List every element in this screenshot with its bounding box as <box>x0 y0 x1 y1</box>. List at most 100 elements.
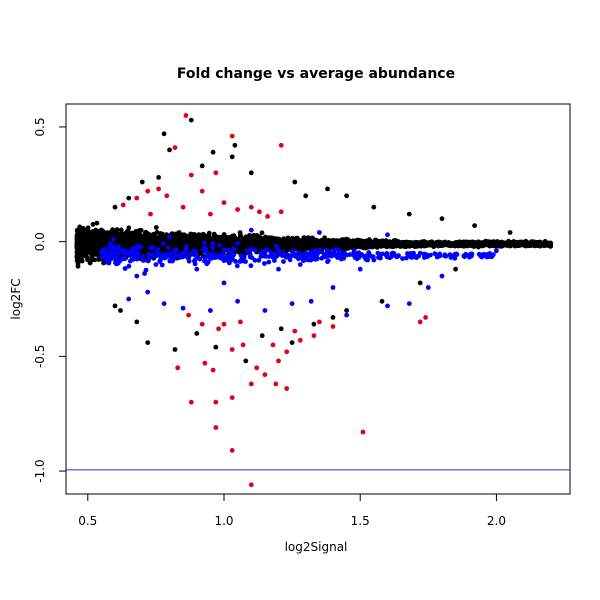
data-point <box>140 258 146 263</box>
y-tick-label: 0.5 <box>33 117 47 136</box>
data-point <box>95 246 100 252</box>
data-point <box>311 333 317 339</box>
data-point <box>199 163 205 169</box>
data-point <box>275 246 280 252</box>
data-point <box>443 241 449 246</box>
data-point <box>394 254 400 260</box>
data-point <box>347 252 353 257</box>
data-point <box>235 298 241 304</box>
data-point <box>249 255 255 261</box>
data-point <box>124 250 130 256</box>
data-point <box>325 186 330 192</box>
data-point <box>93 229 99 234</box>
data-point <box>336 242 342 248</box>
data-point <box>112 204 118 210</box>
data-point <box>202 240 208 246</box>
data-point <box>208 308 213 313</box>
data-point <box>248 204 254 210</box>
data-point <box>79 258 85 263</box>
data-point <box>156 235 162 241</box>
data-point <box>208 211 213 217</box>
data-point <box>305 257 311 263</box>
data-point <box>180 305 186 311</box>
data-point <box>478 253 483 259</box>
chart-title: Fold change vs average abundance <box>177 66 455 82</box>
data-point <box>140 237 146 243</box>
data-point <box>330 315 336 320</box>
data-point <box>324 247 330 253</box>
data-point <box>147 255 152 260</box>
data-point <box>319 255 325 261</box>
data-point <box>83 252 89 257</box>
data-point <box>391 242 397 248</box>
data-point <box>151 233 157 239</box>
data-point <box>348 242 354 247</box>
data-point <box>238 319 243 325</box>
data-point <box>448 242 454 248</box>
data-point <box>118 308 123 313</box>
data-point <box>514 241 520 247</box>
data-point <box>101 232 107 238</box>
data-point <box>341 251 347 257</box>
y-axis-label: log2FC <box>9 278 23 319</box>
data-point <box>289 301 295 306</box>
data-point <box>229 395 235 400</box>
data-point <box>229 448 235 453</box>
data-point <box>148 211 153 217</box>
data-point <box>326 243 332 248</box>
data-point <box>234 263 240 269</box>
data-point <box>306 252 312 258</box>
data-point <box>289 238 295 244</box>
data-point <box>217 243 222 248</box>
data-point <box>283 254 289 260</box>
data-point <box>262 261 267 266</box>
data-point <box>153 225 159 230</box>
data-point <box>371 257 377 263</box>
data-point <box>142 248 148 253</box>
data-point <box>382 241 388 247</box>
data-point <box>362 242 368 248</box>
data-point <box>161 301 167 306</box>
data-point <box>127 258 133 264</box>
data-point <box>472 223 477 229</box>
data-point <box>314 252 320 257</box>
data-point <box>147 234 152 240</box>
data-point <box>139 179 145 185</box>
data-point <box>120 202 126 208</box>
data-point <box>232 142 238 148</box>
data-point <box>162 236 168 242</box>
y-tick-label: -0.5 <box>33 345 47 368</box>
data-point <box>240 342 246 348</box>
data-point <box>75 247 81 253</box>
data-point <box>262 372 268 378</box>
data-point <box>230 256 235 261</box>
data-point <box>424 242 430 248</box>
data-point <box>411 250 416 256</box>
data-point <box>236 247 242 253</box>
data-point <box>89 257 95 263</box>
data-point <box>388 240 393 246</box>
data-point <box>371 240 377 246</box>
data-point <box>452 255 458 261</box>
data-point <box>120 242 126 248</box>
data-point <box>278 326 284 332</box>
data-point <box>425 285 431 290</box>
data-point <box>226 247 232 253</box>
x-tick-label: 2.0 <box>487 514 506 528</box>
data-point <box>239 241 245 247</box>
data-point <box>256 257 262 263</box>
plot-frame <box>65 103 571 495</box>
data-point <box>343 239 348 244</box>
data-point <box>480 241 486 247</box>
data-point <box>179 242 185 248</box>
data-point <box>354 256 360 262</box>
data-point <box>80 235 86 240</box>
data-point <box>183 113 189 118</box>
data-point <box>437 251 443 257</box>
data-point <box>80 225 86 231</box>
data-point <box>303 193 309 199</box>
x-tick-label: 0.5 <box>78 514 97 528</box>
data-point <box>103 242 109 248</box>
data-point <box>344 193 349 199</box>
data-point <box>199 188 205 194</box>
